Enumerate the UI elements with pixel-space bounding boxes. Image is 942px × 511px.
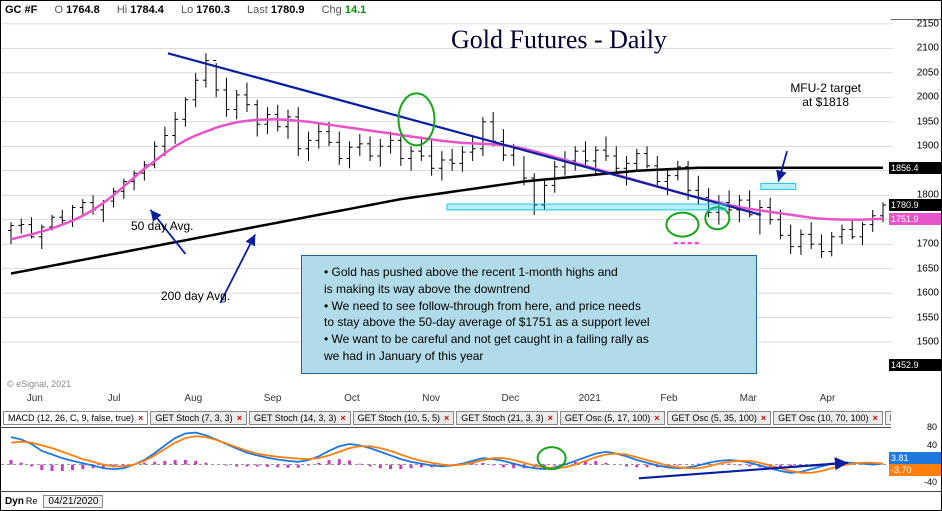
note-line: • Gold has pushed above the recent 1-mon…	[314, 264, 744, 281]
price-axis: 1500155016001650170017501800185019001950…	[891, 19, 941, 391]
price-tag: 1751.9	[889, 213, 941, 225]
time-axis: Jun Jul Aug Sep Oct Nov Dec 2021 Feb Mar Apr	[1, 391, 891, 411]
high-label: Hi	[117, 4, 127, 16]
last-value: 1780.9	[271, 4, 305, 16]
note-line: • We want to be careful and not get caug…	[314, 331, 744, 348]
close-icon[interactable]: ×	[237, 413, 242, 423]
low-label: Lo	[181, 4, 193, 16]
oscillator-pane[interactable]	[1, 427, 891, 492]
price-tag: 1856.4	[889, 162, 941, 174]
indicator-label: MoneyFlow	[890, 413, 891, 423]
indicator-tab[interactable]: GET Stoch (14, 3, 3) ×	[249, 411, 351, 425]
month-label: Aug	[184, 393, 202, 404]
note-line: to stay above the 50-day average of $175…	[314, 314, 744, 331]
dyn-label: Dyn	[5, 496, 24, 507]
indicator-label: GET Stoch (21, 3, 3)	[461, 413, 543, 423]
indicator-tabs: MACD (12, 26, C, 9, false, true)×GET Sto…	[3, 409, 891, 427]
bottom-bar: Dyn Re 04/21/2020	[1, 491, 941, 510]
indicator-tab[interactable]: GET Osc (5, 35, 100) ×	[667, 411, 772, 425]
indicator-label: GET Osc (5, 17, 100)	[565, 413, 650, 423]
month-label: Jul	[108, 393, 121, 404]
indicator-label: GET Stoch (14, 3, 3)	[254, 413, 336, 423]
close-icon[interactable]: ×	[654, 413, 659, 423]
chg-value: 14.1	[345, 4, 366, 16]
high-value: 1784.4	[130, 4, 164, 16]
indicator-label: GET Stoch (10, 5, 5)	[358, 413, 440, 423]
close-icon[interactable]: ×	[548, 413, 553, 423]
close-icon[interactable]: ×	[340, 413, 345, 423]
month-label: Sep	[264, 393, 282, 404]
close-icon[interactable]: ×	[138, 413, 143, 423]
month-label: Oct	[344, 393, 360, 404]
indicator-label: GET Osc (10, 70, 100)	[778, 413, 868, 423]
month-label: Jun	[27, 393, 43, 404]
symbol-label: GC #F	[5, 1, 37, 19]
indicator-tab[interactable]: GET Osc (5, 17, 100) ×	[560, 411, 665, 425]
open-value: 1764.8	[66, 4, 100, 16]
note-line: • We need to see follow-through from her…	[314, 298, 744, 315]
note-line: we had in January of this year	[314, 348, 744, 365]
month-label: Nov	[422, 393, 440, 404]
month-label: Dec	[502, 393, 520, 404]
close-icon[interactable]: ×	[761, 413, 766, 423]
quote-bar: GC #F O 1764.8 Hi 1784.4 Lo 1760.3 Last …	[1, 1, 941, 20]
month-label: Mar	[740, 393, 757, 404]
note-line: is making its way above the downtrend	[314, 281, 744, 298]
indicator-label: MACD (12, 26, C, 9, false, true)	[8, 413, 134, 423]
close-icon[interactable]: ×	[873, 413, 878, 423]
oscillator-axis: -40040803.81-3.70	[891, 427, 941, 491]
month-label: Apr	[820, 393, 836, 404]
month-label: 2021	[579, 393, 601, 404]
chg-label: Chg	[322, 4, 342, 16]
low-value: 1760.3	[196, 4, 230, 16]
open-label: O	[54, 4, 63, 16]
indicator-tab[interactable]: GET Stoch (7, 3, 3) ×	[150, 411, 247, 425]
close-icon[interactable]: ×	[444, 413, 449, 423]
dyn-mode: Re	[26, 496, 38, 506]
indicator-tab[interactable]: GET Osc (10, 70, 100) ×	[773, 411, 883, 425]
month-label: Feb	[660, 393, 677, 404]
indicator-tab[interactable]: GET Stoch (10, 5, 5) ×	[353, 411, 455, 425]
indicator-tab[interactable]: MoneyFlow×	[885, 411, 891, 425]
oscillator-svg	[1, 428, 893, 492]
indicator-tab[interactable]: MACD (12, 26, C, 9, false, true) ×	[3, 411, 148, 425]
indicator-label: GET Osc (5, 35, 100)	[672, 413, 757, 423]
analysis-note-box: • Gold has pushed above the recent 1-mon…	[301, 255, 757, 374]
last-label: Last	[247, 4, 268, 16]
indicator-label: GET Stoch (7, 3, 3)	[155, 413, 232, 423]
price-pane[interactable]: Gold Futures - Daily © eSignal, 2021 50 …	[1, 19, 891, 391]
indicator-tab[interactable]: GET Stoch (21, 3, 3) ×	[456, 411, 558, 425]
chart-window: { "header":{ "symbol":"GC #F", "open_lab…	[0, 0, 942, 511]
price-tag: 1780.9	[889, 199, 941, 211]
date-field[interactable]: 04/21/2020	[43, 495, 103, 508]
